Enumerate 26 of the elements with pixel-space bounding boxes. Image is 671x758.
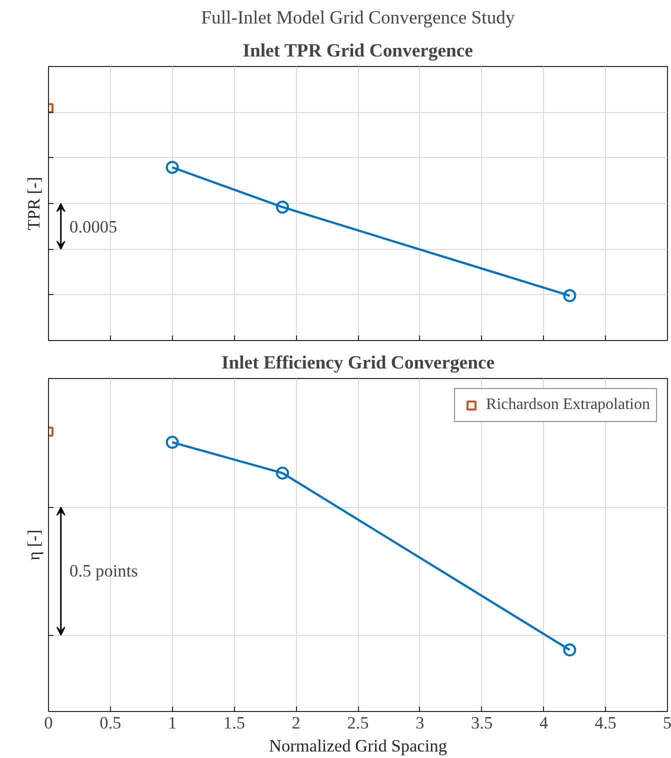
- x-tick-label: 4: [539, 714, 548, 732]
- chart-title: Full-Inlet Model Grid Convergence Study: [201, 8, 516, 28]
- point: [276, 466, 289, 480]
- point: [276, 200, 289, 214]
- x-tick-label: 0: [44, 714, 53, 732]
- x-tick-label: 4.5: [594, 714, 616, 732]
- x-tick-label: 2.5: [347, 714, 369, 732]
- x-tick-label: 1.5: [223, 714, 246, 732]
- point: [563, 289, 576, 302]
- annotation: 0.5 points: [70, 562, 138, 581]
- x-tick-label: 5: [662, 714, 671, 732]
- x-tick-label: 0.5: [100, 714, 122, 732]
- x-tick-label: 3.5: [470, 714, 493, 732]
- y-axis-title: η [-]: [24, 530, 44, 560]
- x-tick-label: 1: [168, 714, 177, 732]
- point: [166, 160, 179, 174]
- y-axis-title: TPR [-]: [24, 176, 44, 230]
- legend-label: Richardson Extrapolation: [486, 396, 650, 414]
- x-tick-label: 2: [292, 714, 300, 732]
- annotation: 0.0005: [70, 217, 118, 236]
- point: [563, 643, 576, 656]
- x-tick-label: 3: [416, 714, 424, 732]
- x-axis-title: Normalized Grid Spacing: [268, 736, 448, 756]
- chart-subtitle: Inlet Efficiency Grid Convergence: [221, 352, 495, 374]
- point: [166, 436, 179, 449]
- chart-subtitle: Inlet TPR Grid Convergence: [242, 40, 473, 62]
